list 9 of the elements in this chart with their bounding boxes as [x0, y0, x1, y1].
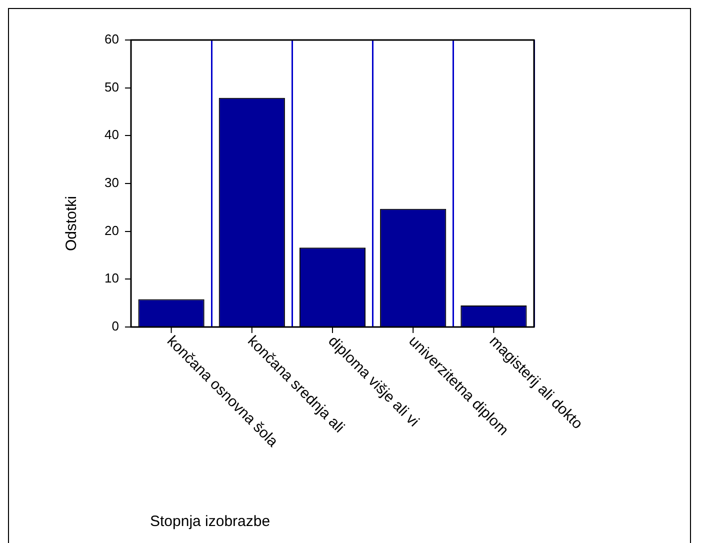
y-tick-label: 40 — [104, 127, 119, 142]
y-tick-label: 20 — [104, 222, 119, 238]
y-axis-title: Odstotki — [63, 196, 80, 252]
y-tick-label: 30 — [104, 175, 119, 190]
y-tick-label: 50 — [104, 79, 119, 94]
y-tick-label: 60 — [104, 32, 119, 47]
y-tick-label: 0 — [112, 318, 119, 334]
y-tick-label: 10 — [104, 270, 119, 286]
x-axis-title: Stopnja izobrazbe — [150, 513, 270, 530]
